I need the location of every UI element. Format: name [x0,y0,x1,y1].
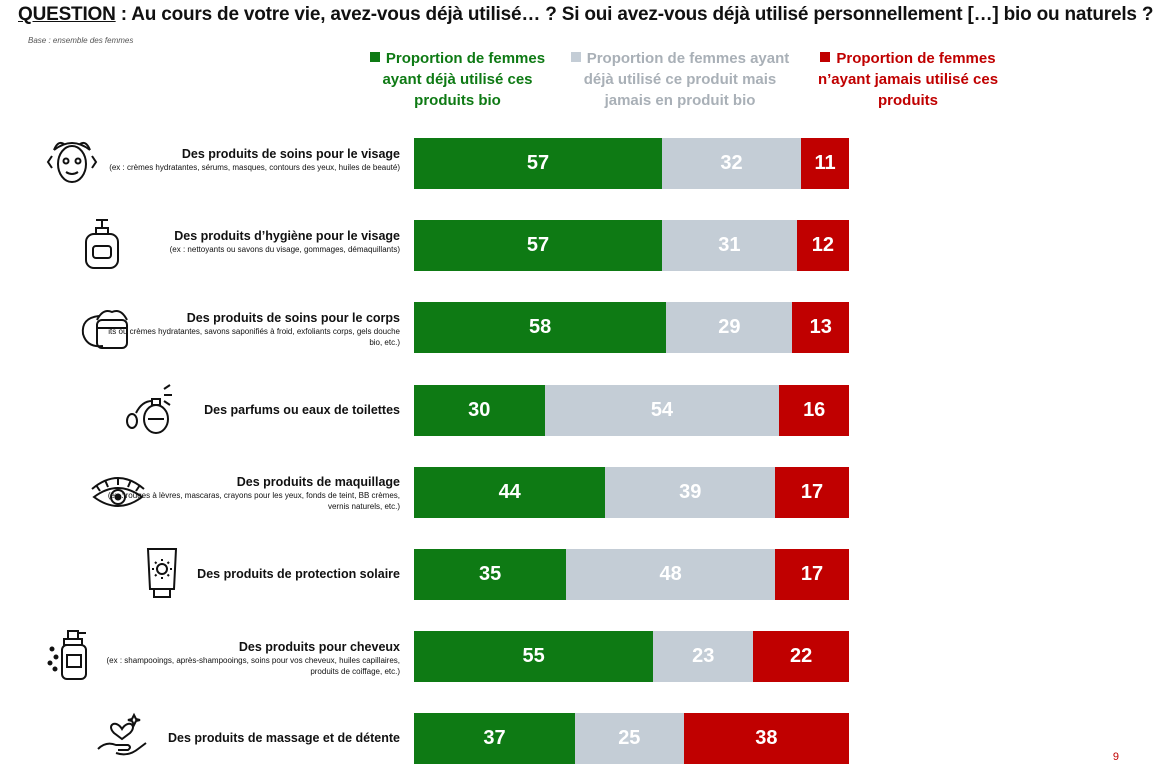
question-label: QUESTION [18,4,116,25]
bar-never: 22 [753,631,849,683]
data-label: 32 [720,152,743,174]
bar-non-bio: 25 [574,713,684,765]
soap-bottle-icon [74,216,130,272]
perfume-icon [122,381,178,437]
category-name: Des produits de soins pour le corps [186,310,400,325]
category-name: Des produits de maquillage [236,475,400,490]
bar-never: 17 [775,466,849,518]
bar-never: 11 [801,138,849,189]
bar-row: 57 32 11 [414,138,849,189]
data-label: 30 [468,398,491,421]
hair-product-icon [46,627,102,683]
bar-never: 13 [792,302,849,354]
category-name: Des parfums ou eaux de toilettes [204,402,400,417]
data-label: 25 [618,727,641,750]
bar-bio: 55 [414,631,654,683]
category-description: (ex : nettoyants ou savons du visage, go… [169,244,400,254]
bar-non-bio: 32 [661,138,802,189]
category-label: Des produits de protection solaire [100,567,400,582]
bar-row: 55 23 22 [414,631,849,683]
legend-grey-label: Proportion de femmes ayant déjà utilisé … [583,50,790,109]
page-number: 9 [1112,751,1119,763]
data-label: 17 [800,563,824,585]
bar-non-bio: 39 [605,466,776,518]
bar-row: 58 29 13 [414,302,849,354]
bar-never: 17 [775,549,849,600]
bar-row: 57 31 12 [414,220,849,272]
category-name: Des produits de protection solaire [197,567,400,581]
legend-grey: Proportion de femmes ayant déjà utilisé … [565,48,795,111]
category-description: (ex : rouges à lèvres, mascaras, crayons… [107,491,400,512]
bar-row: 30 54 16 [414,384,849,436]
bar-bio: 57 [414,220,662,272]
bar-bio: 44 [414,466,606,518]
bar-non-bio: 29 [666,302,793,354]
massage-hand-icon [94,709,150,765]
bar-never: 16 [779,384,849,436]
bar-bio: 57 [414,138,662,189]
category-name: Des produits d’hygiène pour le visage [174,228,400,243]
category-name: Des produits de soins pour le visage [181,146,400,161]
data-label: 55 [522,645,545,668]
data-label: 57 [526,234,550,257]
data-label: 12 [811,234,834,257]
bar-bio: 35 [414,549,567,600]
legend-red-label: Proportion de femmes n’ayant jamais util… [817,50,999,109]
bar-bio: 58 [414,302,667,354]
data-label: 16 [803,398,826,421]
data-label: 35 [479,563,502,585]
bar-non-bio: 48 [566,549,776,600]
category-description: its ou crèmes hydratantes, savons saponi… [108,326,400,347]
bar-non-bio: 23 [653,631,754,683]
category-label: Des produits pour cheveux (ex : shampooin… [100,640,400,677]
legend-green: Proportion de femmes ayant déjà utilisé … [365,48,550,111]
category-label: Des produits de soins pour le corps its o… [100,311,400,348]
legend-grey-swatch [570,52,581,62]
category-label: Des parfums ou eaux de toilettes [100,403,400,418]
legend-green-swatch [369,52,380,62]
data-label: 31 [718,234,741,257]
data-label: 48 [659,563,682,585]
face-mask-icon [44,134,100,190]
data-label: 37 [483,727,506,750]
data-label: 29 [718,316,741,339]
data-label: 38 [755,727,778,750]
bar-non-bio: 54 [544,384,780,436]
base-note: Base : ensemble des femmes [28,36,134,45]
bar-never: 38 [683,713,849,765]
data-label: 13 [809,316,832,339]
bar-bio: 37 [414,713,575,765]
data-label: 54 [650,398,674,421]
legend-red: Proportion de femmes n’ayant jamais util… [813,48,1003,111]
bar-never: 12 [796,220,849,272]
data-label: 11 [814,152,836,174]
category-description: (ex : shampooings, après-shampooings, so… [106,655,400,676]
data-label: 58 [529,316,552,339]
data-label: 17 [800,480,824,503]
question-text: : Au cours de votre vie, avez-vous déjà … [115,4,1154,25]
category-label: Des produits de soins pour le visage (ex … [100,147,400,173]
data-label: 39 [679,480,702,503]
legend-green-label: Proportion de femmes ayant déjà utilisé … [382,50,546,109]
data-label: 57 [526,152,550,174]
data-label: 23 [692,645,715,668]
bar-row: 35 48 17 [414,549,849,600]
data-label: 44 [498,480,521,503]
question-title: QUESTION : Au cours de votre vie, avez-v… [18,4,1153,26]
category-description: (ex : crèmes hydratantes, sérums, masque… [109,162,400,172]
category-name: Des produits de massage et de détente [167,731,400,746]
category-label: Des produits de massage et de détente [100,731,400,746]
category-name: Des produits pour cheveux [238,639,400,654]
cream-jar-icon [77,298,133,354]
category-label: Des produits de maquillage (ex : rouges à… [100,475,400,512]
eye-makeup-icon [90,463,146,519]
legend-red-swatch [820,52,831,62]
bar-bio: 30 [414,384,545,436]
category-label: Des produits d’hygiène pour le visage (ex… [100,229,400,255]
sunscreen-icon [134,545,190,601]
bar-row: 37 25 38 [414,713,849,765]
bar-row: 44 39 17 [414,466,849,518]
bar-non-bio: 31 [661,220,797,272]
data-label: 22 [790,645,813,668]
